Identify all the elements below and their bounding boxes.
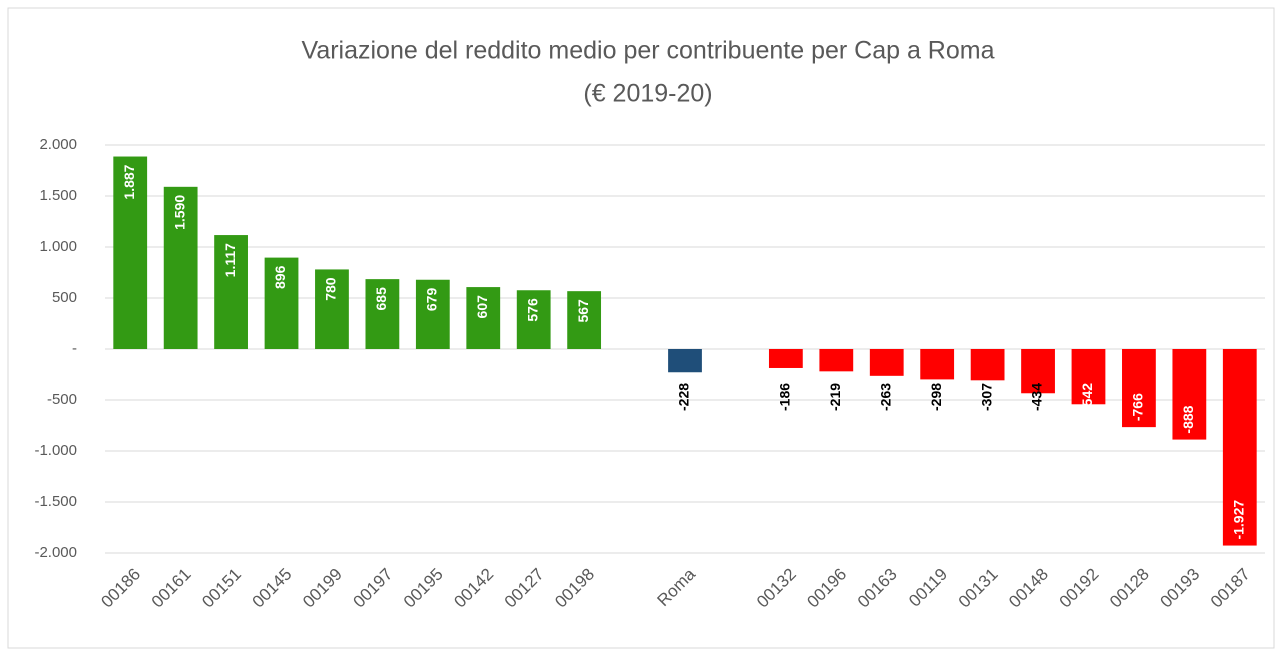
bar: [819, 349, 854, 372]
bar: [415, 279, 450, 349]
data-label: 780: [323, 277, 339, 301]
data-label: -888: [1180, 405, 1196, 433]
bar: [163, 186, 198, 349]
bar: [315, 269, 349, 349]
chart-title: Variazione del reddito medio per contrib…: [302, 37, 995, 65]
bar: [920, 349, 955, 380]
y-tick-label: 2.000: [39, 136, 77, 153]
data-label: 1.887: [121, 164, 137, 199]
bar: [1021, 349, 1055, 394]
bar: [970, 349, 1005, 381]
data-label: -766: [1130, 393, 1146, 421]
data-label: 576: [524, 298, 540, 322]
y-tick-label: -1.000: [34, 442, 77, 459]
chart-subtitle: (€ 2019-20): [583, 80, 712, 108]
data-label: 896: [272, 265, 288, 289]
bar: [768, 349, 803, 368]
data-label: -1.927: [1230, 500, 1246, 540]
data-label: -228: [676, 383, 692, 411]
data-label: 685: [373, 287, 389, 311]
y-tick-label: -2.000: [34, 544, 77, 561]
bar: [466, 287, 501, 349]
bar: [1122, 349, 1156, 428]
y-tick-label: -1.500: [34, 493, 77, 510]
y-tick-label: 1.500: [39, 187, 77, 204]
bar: [516, 290, 551, 349]
y-tick-label: 500: [52, 289, 77, 306]
data-label: 1.117: [222, 243, 238, 277]
data-label: -186: [777, 383, 793, 411]
data-label: -542: [1079, 383, 1095, 411]
data-label: -434: [1029, 383, 1045, 411]
bar: [869, 349, 904, 376]
data-label: -298: [928, 383, 944, 411]
data-label: 567: [575, 299, 591, 323]
y-tick-label: -: [72, 340, 77, 357]
data-label: 679: [424, 288, 440, 312]
data-label: -219: [827, 383, 843, 411]
data-label: -307: [978, 383, 994, 411]
bar: [365, 279, 400, 349]
bar: [567, 291, 602, 349]
bar: [264, 257, 299, 349]
data-label: -263: [877, 383, 893, 411]
y-tick-label: 1.000: [39, 238, 77, 255]
bar: [113, 156, 148, 349]
data-label: 607: [474, 295, 490, 319]
bar: [1172, 349, 1207, 440]
y-tick-label: -500: [47, 391, 77, 408]
bar: [668, 349, 702, 373]
bar: [1222, 349, 1257, 546]
bar: [214, 235, 248, 349]
data-label: 1.590: [171, 195, 187, 230]
bar: [1071, 349, 1106, 405]
